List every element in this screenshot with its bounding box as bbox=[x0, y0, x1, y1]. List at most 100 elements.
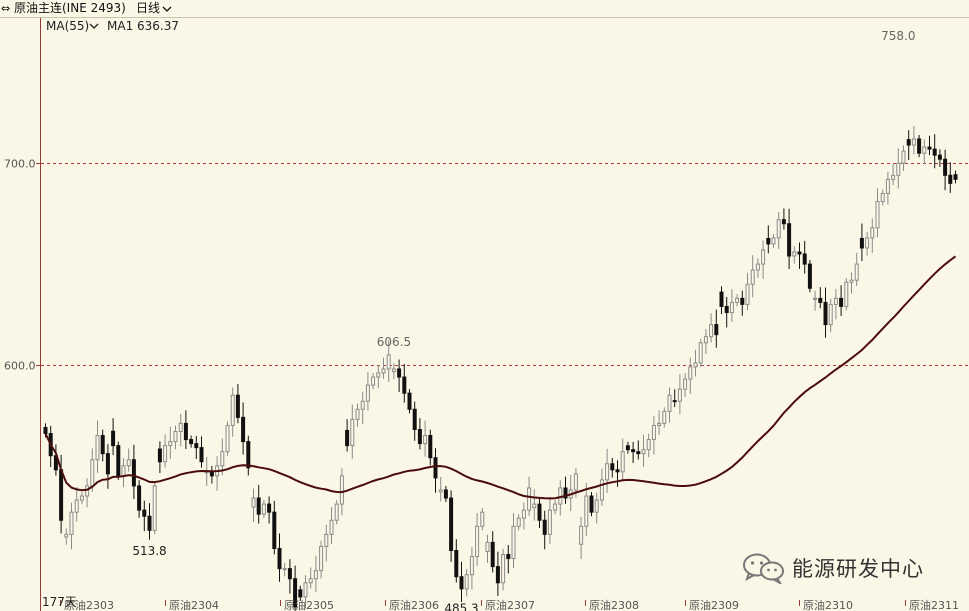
candle bbox=[579, 516, 584, 560]
candle bbox=[813, 290, 818, 311]
candle bbox=[313, 555, 318, 592]
candle bbox=[553, 500, 558, 515]
ma-legend[interactable]: MA(55) MA1 636.37 bbox=[46, 19, 179, 33]
candle bbox=[927, 135, 932, 155]
candle bbox=[329, 507, 334, 544]
bar-count-label: 177天 bbox=[42, 595, 77, 609]
candle bbox=[891, 164, 896, 186]
candle bbox=[360, 391, 365, 425]
candle bbox=[64, 528, 69, 545]
candle bbox=[823, 287, 828, 338]
candle bbox=[636, 440, 641, 460]
candle bbox=[251, 488, 256, 523]
x-tick-label: 原油2309 bbox=[689, 598, 739, 611]
candle bbox=[95, 420, 100, 473]
candle bbox=[199, 436, 204, 468]
candle bbox=[121, 458, 126, 488]
candle bbox=[807, 260, 812, 293]
candle bbox=[345, 419, 350, 452]
candle bbox=[651, 415, 656, 455]
candle bbox=[547, 497, 552, 544]
candle bbox=[885, 171, 890, 205]
candle bbox=[298, 585, 303, 601]
candle bbox=[594, 492, 599, 524]
candle bbox=[792, 246, 797, 264]
candle bbox=[355, 403, 360, 428]
candle bbox=[407, 389, 412, 414]
candle bbox=[267, 496, 272, 524]
candle bbox=[261, 500, 266, 519]
candle bbox=[672, 389, 677, 408]
candle bbox=[178, 413, 183, 447]
x-tick-label: 原油2303 bbox=[64, 598, 114, 611]
candle bbox=[849, 272, 854, 294]
candle bbox=[412, 401, 417, 441]
candle bbox=[693, 349, 698, 377]
candle bbox=[781, 208, 786, 230]
candle bbox=[776, 212, 781, 250]
price-annotation: 758.0 bbox=[881, 29, 915, 43]
candle bbox=[417, 418, 422, 450]
candle bbox=[688, 357, 693, 394]
candle bbox=[797, 242, 802, 269]
period-selector[interactable]: 日线 bbox=[136, 0, 172, 17]
candle bbox=[563, 476, 568, 504]
y-tick-label: 600.0 bbox=[4, 360, 36, 373]
ma-legend-name: MA(55) bbox=[46, 19, 89, 33]
candle bbox=[126, 448, 131, 472]
chevron-down-icon bbox=[162, 6, 172, 12]
candle bbox=[194, 435, 199, 459]
price-annotation: 485.3 bbox=[444, 601, 478, 611]
candle bbox=[875, 188, 880, 238]
candle bbox=[235, 383, 240, 424]
candle bbox=[152, 481, 157, 535]
candle bbox=[74, 486, 79, 522]
price-annotation: 606.5 bbox=[377, 335, 411, 349]
candle bbox=[901, 145, 906, 171]
candle bbox=[423, 420, 428, 457]
candle bbox=[391, 363, 396, 380]
ma-legend-value: MA1 636.37 bbox=[107, 19, 179, 33]
candle bbox=[220, 438, 225, 476]
candle bbox=[828, 298, 833, 333]
candles bbox=[43, 125, 958, 611]
candle bbox=[615, 460, 620, 487]
x-tick-label: 原油2304 bbox=[169, 598, 219, 611]
candle bbox=[449, 490, 454, 562]
candle bbox=[246, 435, 251, 476]
candle bbox=[282, 562, 287, 577]
candle bbox=[532, 489, 537, 521]
candle bbox=[443, 485, 448, 503]
candle bbox=[833, 288, 838, 320]
candle bbox=[189, 435, 194, 448]
candle bbox=[802, 240, 807, 274]
chevron-down-icon bbox=[89, 23, 99, 29]
candle bbox=[137, 480, 142, 518]
candle bbox=[105, 444, 110, 489]
symbol-selector[interactable]: 原油主连(INE 2493) bbox=[14, 1, 126, 15]
candle bbox=[948, 162, 953, 193]
x-tick-label: 原油2306 bbox=[389, 598, 439, 611]
candle bbox=[844, 278, 849, 311]
period-label: 日线 bbox=[136, 1, 161, 15]
candle bbox=[230, 387, 235, 437]
candle bbox=[745, 272, 750, 311]
candle bbox=[365, 371, 370, 411]
candle bbox=[100, 429, 105, 462]
candle bbox=[584, 482, 589, 536]
candle bbox=[761, 240, 766, 280]
candle bbox=[667, 387, 672, 423]
candle bbox=[709, 313, 714, 343]
candle bbox=[293, 565, 298, 611]
candle bbox=[381, 357, 386, 379]
candle bbox=[719, 286, 724, 315]
candle bbox=[865, 232, 870, 256]
candle bbox=[454, 539, 459, 583]
candle bbox=[943, 149, 948, 191]
expand-icon[interactable]: ⇔ bbox=[1, 2, 11, 15]
candle bbox=[605, 448, 610, 494]
candle bbox=[906, 130, 911, 160]
candle bbox=[542, 510, 547, 550]
candle bbox=[168, 426, 173, 459]
